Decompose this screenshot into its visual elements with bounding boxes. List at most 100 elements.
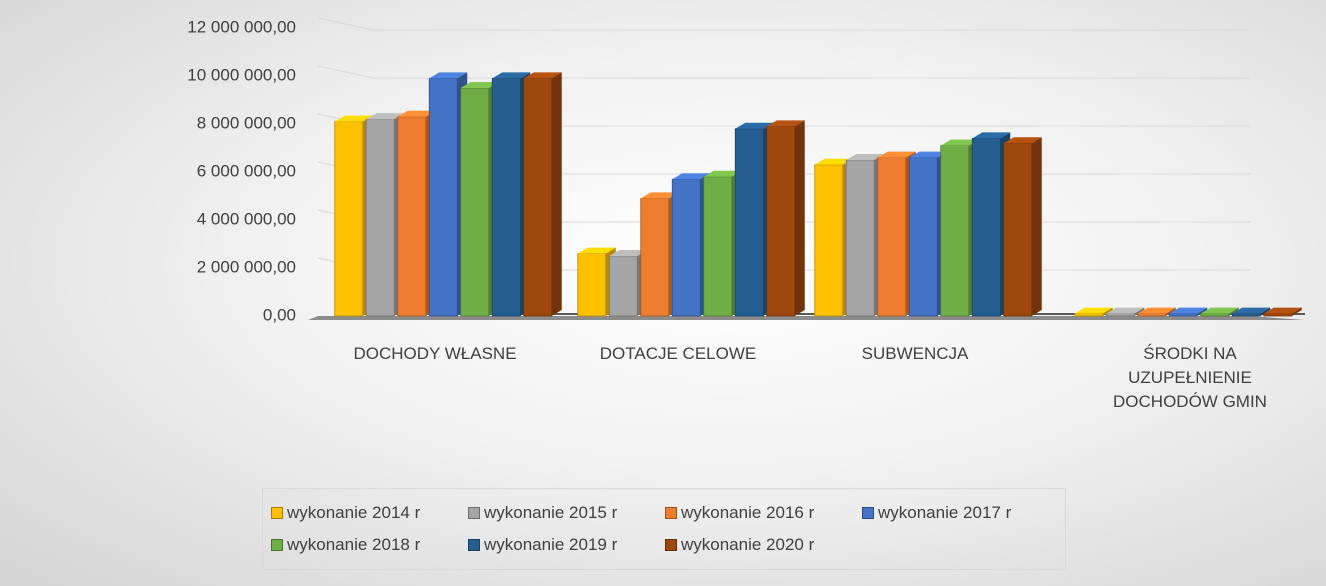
bar [608, 255, 638, 317]
bar-top [429, 72, 468, 79]
bar-top [703, 170, 742, 177]
bar-top [1232, 307, 1271, 314]
bar [845, 159, 875, 317]
bar-side [551, 72, 562, 317]
bar [334, 121, 364, 317]
x-tick-label: SUBWENCJA [861, 344, 969, 363]
bar [1105, 313, 1135, 317]
bar-side [1165, 307, 1176, 316]
bar-side [1134, 307, 1145, 316]
bar [877, 157, 907, 317]
bar-top [366, 113, 405, 120]
bar [491, 78, 521, 317]
y-tick-label: 8 000 000,00 [197, 113, 296, 132]
legend-item: wykonanie 2014 r [271, 497, 468, 529]
bar-group [1231, 307, 1271, 317]
legend-label: wykonanie 2014 r [287, 503, 421, 522]
legend-item: wykonanie 2015 r [468, 497, 665, 529]
bar-top [492, 72, 531, 79]
grid-line [317, 17, 1250, 31]
bar [766, 126, 796, 317]
bar [365, 118, 395, 317]
y-tick-label: 6 000 000,00 [197, 161, 296, 180]
y-tick-label: 4 000 000,00 [197, 209, 296, 228]
bar [671, 178, 701, 317]
bar-top [877, 151, 916, 158]
x-tick-label: DOTACJE CELOWE [599, 344, 757, 363]
legend-swatch [271, 539, 283, 551]
bar-side [1228, 307, 1239, 316]
legend-label: wykonanie 2015 r [484, 503, 618, 522]
legend-swatch [468, 539, 480, 551]
bar-top [672, 173, 711, 180]
bar [1137, 313, 1167, 317]
legend-item: wykonanie 2018 r [271, 529, 468, 561]
bar-group [1074, 307, 1113, 317]
bar [397, 116, 427, 317]
x-tick-label: DOCHODY WŁASNE [353, 344, 517, 363]
bar-top [1074, 307, 1113, 314]
bar-top [523, 72, 562, 79]
bar [814, 164, 844, 317]
bar [1074, 313, 1104, 317]
bar-top [1200, 307, 1239, 314]
bar [1231, 313, 1261, 317]
bar [460, 87, 490, 317]
bar-group [397, 110, 436, 317]
bar-top [1169, 307, 1208, 314]
bar [1168, 313, 1198, 317]
bar [640, 197, 670, 317]
bar-group [766, 120, 805, 317]
floor [308, 316, 1305, 320]
bar-side [1197, 307, 1208, 316]
bar-side [1291, 307, 1302, 316]
bar-group [877, 151, 916, 317]
bar [971, 137, 1001, 317]
bar-top [940, 139, 979, 146]
bar-top [972, 132, 1011, 139]
bar [908, 157, 938, 317]
bar-group [1003, 137, 1042, 317]
bar-side [1031, 137, 1042, 316]
bar-group [608, 250, 648, 317]
bar [577, 253, 607, 317]
bar-top [609, 250, 648, 256]
legend-swatch [468, 507, 480, 519]
legend-label: wykonanie 2017 r [878, 503, 1012, 522]
y-tick-label: 0,00 [263, 305, 296, 324]
bar-side [794, 120, 805, 317]
bar-top [1137, 307, 1176, 314]
y-tick-label: 12 000 000,00 [187, 17, 296, 36]
bar-top [460, 82, 499, 88]
legend-label: wykonanie 2019 r [484, 535, 618, 554]
bar-top [397, 110, 436, 117]
bar [428, 78, 458, 317]
bar-top [640, 192, 679, 199]
bar-side [1260, 307, 1271, 316]
legend-item: wykonanie 2017 r [862, 497, 1059, 529]
bar-group [523, 72, 562, 317]
bar-top [1106, 307, 1145, 314]
bar-top [766, 120, 805, 127]
legend-swatch [271, 507, 283, 519]
bar-group [1200, 307, 1239, 317]
y-tick-label: 2 000 000,00 [197, 257, 296, 276]
legend-label: wykonanie 2018 r [287, 535, 421, 554]
bar-group [1168, 307, 1208, 317]
bar-group [1105, 307, 1145, 317]
x-tick-label: ŚRODKI NA UZUPEŁNIENIE DOCHODÓW GMIN [1113, 344, 1267, 411]
bar [940, 145, 970, 317]
bar-side [1102, 307, 1113, 316]
bar-top [1003, 137, 1042, 144]
legend: wykonanie 2014 r wykonanie 2015 r wykonani… [262, 488, 1066, 570]
legend-label: wykonanie 2016 r [681, 503, 815, 522]
bar-group [1137, 307, 1176, 317]
bar-top [1263, 307, 1302, 314]
y-tick-label: 10 000 000,00 [187, 65, 296, 84]
legend-item: wykonanie 2019 r [468, 529, 665, 561]
legend-label: wykonanie 2020 r [681, 535, 815, 554]
bar-top [846, 154, 885, 160]
bar [1263, 313, 1293, 317]
